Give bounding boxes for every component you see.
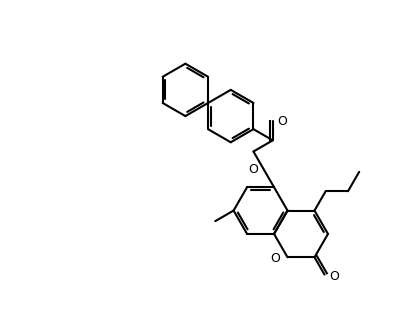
Text: O: O xyxy=(277,115,287,128)
Text: O: O xyxy=(248,164,258,176)
Text: O: O xyxy=(271,251,281,264)
Text: O: O xyxy=(329,270,339,283)
